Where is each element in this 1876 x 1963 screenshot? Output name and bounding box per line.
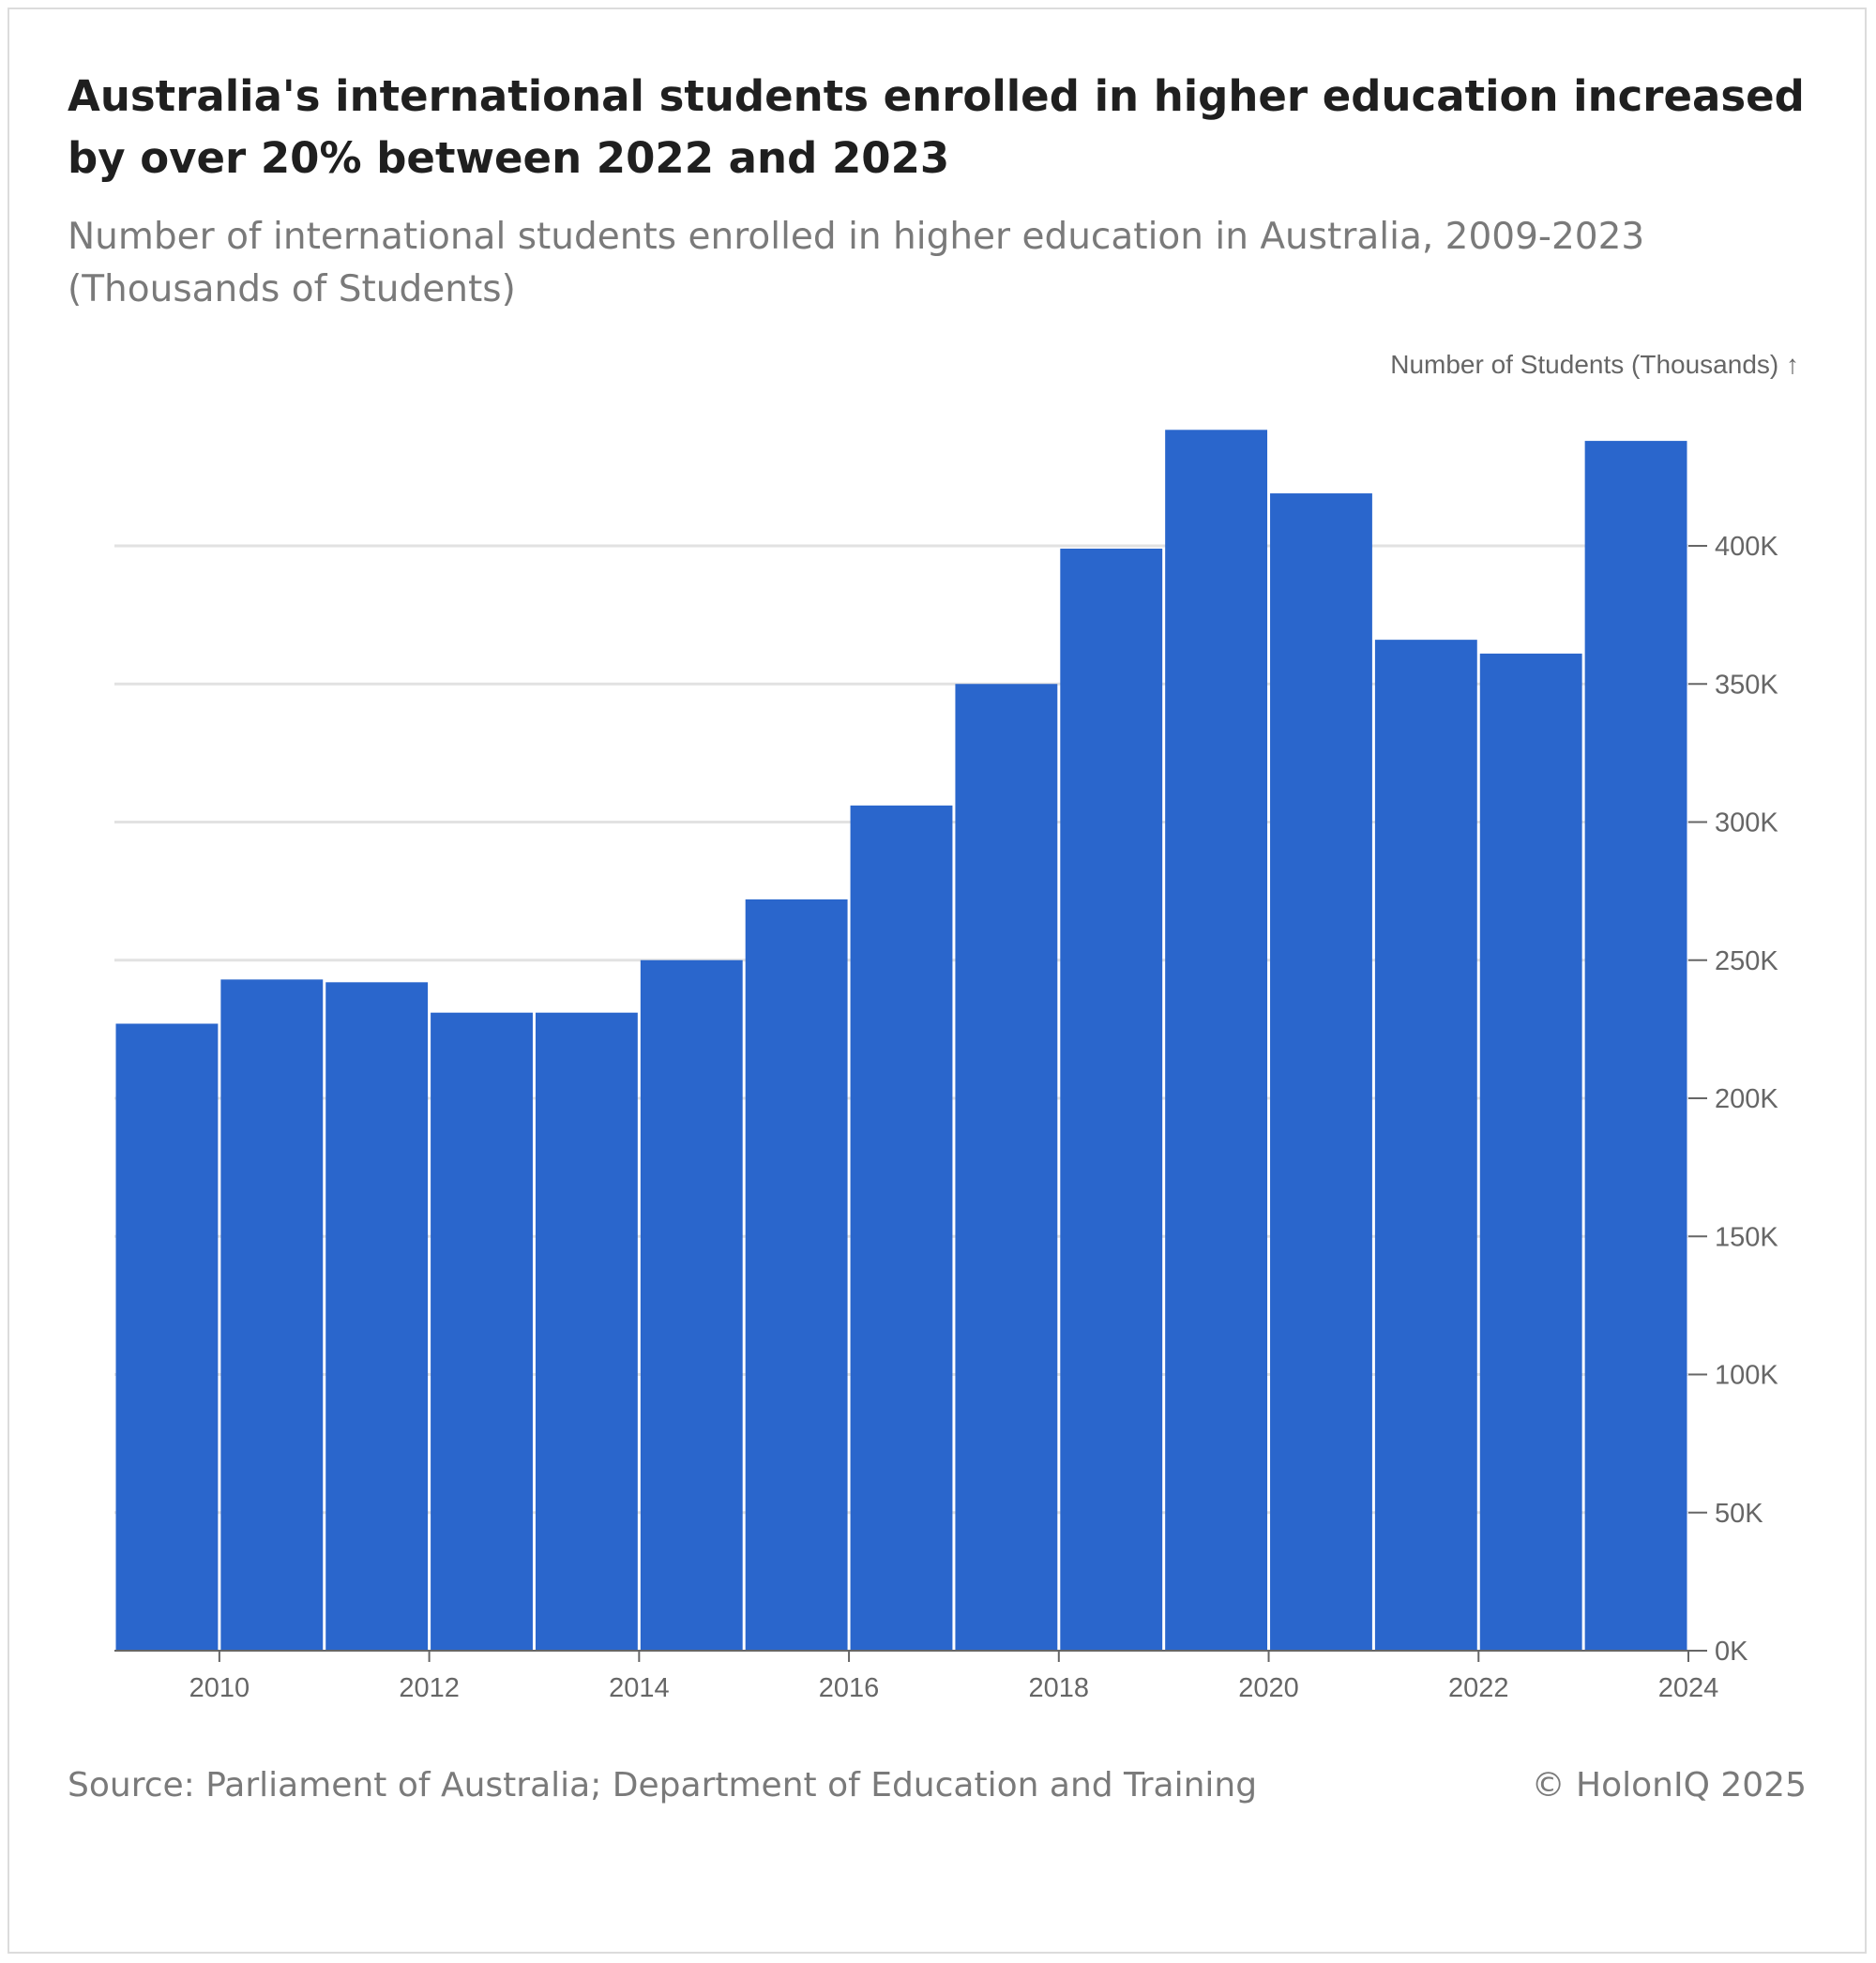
bar-2023 xyxy=(1584,441,1687,1652)
bar-2019 xyxy=(1165,430,1268,1651)
x-tick-label: 2024 xyxy=(1658,1673,1719,1703)
bar-2022 xyxy=(1479,653,1582,1651)
y-tick-label: 100K xyxy=(1715,1361,1778,1391)
bar-2013 xyxy=(535,1012,638,1651)
chart-subtitle: Number of international students enrolle… xyxy=(68,216,1645,310)
bar-chart: 0K 50K 100K 150K 200K 250K 300K 350K 400K 2010 201… xyxy=(114,350,1799,1703)
bar-2020 xyxy=(1270,493,1372,1652)
y-tick-label: 350K xyxy=(1715,670,1778,700)
x-tick-label: 2012 xyxy=(399,1673,460,1703)
bar-2011 xyxy=(325,982,429,1651)
y-tick-label: 250K xyxy=(1715,946,1778,976)
y-tick-label: 300K xyxy=(1715,808,1778,838)
source-note: Source: Parliament of Australia; Departm… xyxy=(68,1766,1258,1804)
chart-title: Australia's international students enrol… xyxy=(68,71,1805,183)
copyright-credit: © HolonIQ 2025 xyxy=(1531,1766,1807,1804)
axes: 0K 50K 100K 150K 200K 250K 300K 350K 400K 2010 201… xyxy=(114,532,1778,1703)
y-tick-label: 50K xyxy=(1715,1499,1763,1529)
x-tick-label: 2020 xyxy=(1238,1673,1299,1703)
bar-2021 xyxy=(1374,640,1477,1651)
bar-2015 xyxy=(745,898,848,1651)
bar-2017 xyxy=(955,684,1058,1651)
x-tick-label: 2022 xyxy=(1448,1673,1509,1703)
bar-2009 xyxy=(115,1023,219,1651)
x-tick-label: 2016 xyxy=(819,1673,880,1703)
bar-2012 xyxy=(431,1012,533,1651)
bar-2014 xyxy=(640,959,743,1651)
x-tick-label: 2010 xyxy=(189,1673,250,1703)
y-tick-label: 150K xyxy=(1715,1222,1778,1252)
y-tick-label: 0K xyxy=(1715,1637,1748,1667)
y-tick-label: 400K xyxy=(1715,532,1778,562)
y-axis-title: Number of Students (Thousands) ↑ xyxy=(1390,350,1799,379)
x-tick-label: 2014 xyxy=(609,1673,670,1703)
bar-2016 xyxy=(850,805,953,1651)
bars xyxy=(115,430,1687,1652)
bar-2010 xyxy=(220,979,324,1651)
y-tick-label: 200K xyxy=(1715,1084,1778,1114)
x-tick-label: 2018 xyxy=(1029,1673,1090,1703)
bar-2018 xyxy=(1060,548,1163,1651)
